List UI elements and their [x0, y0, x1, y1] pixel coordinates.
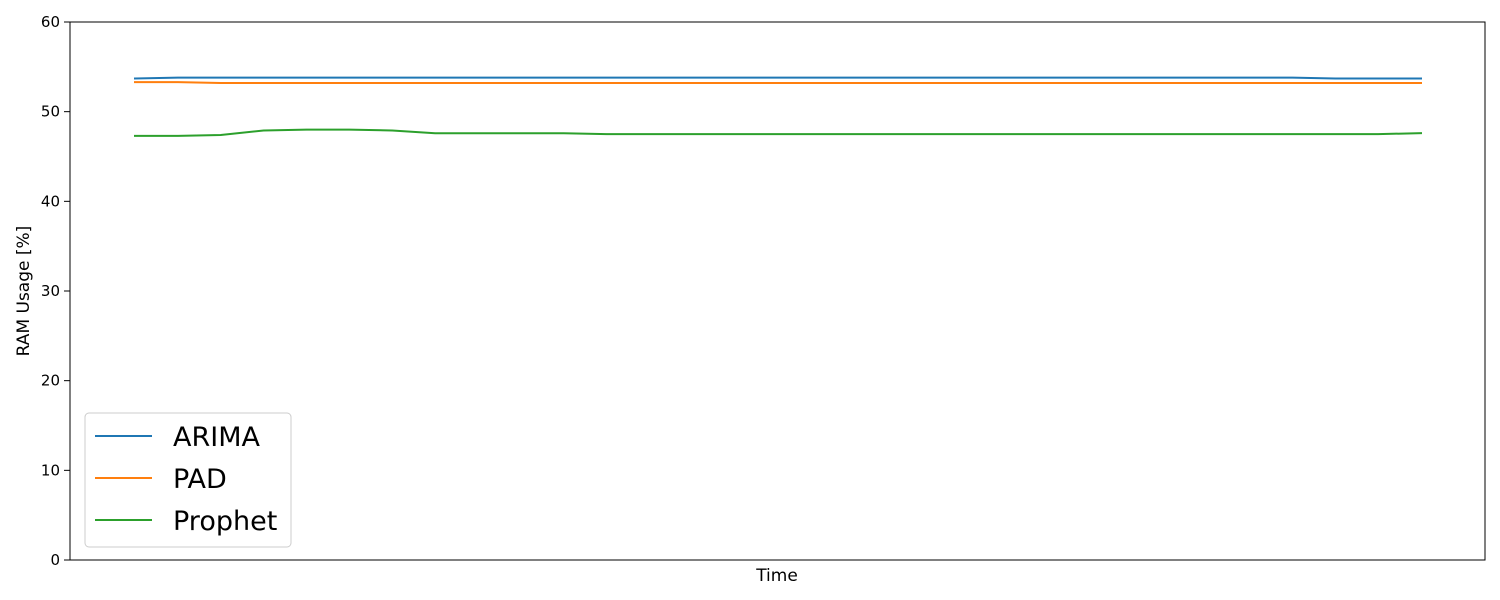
legend-label-pad: PAD	[173, 464, 227, 495]
y-tick-label: 50	[41, 103, 60, 121]
legend: ARIMA PAD Prophet	[84, 412, 292, 548]
y-tick-label: 60	[41, 13, 60, 31]
legend-label-arima: ARIMA	[173, 422, 260, 453]
series-line-arima	[133, 76, 1422, 80]
y-tick-label: 30	[41, 282, 60, 300]
y-tick-label: 10	[41, 461, 60, 479]
x-axis-label: Time	[755, 566, 798, 586]
legend-label-prophet: Prophet	[173, 506, 277, 537]
series-line-prophet	[134, 128, 1423, 137]
legend-box	[84, 412, 292, 548]
plot-area	[133, 76, 1423, 137]
y-tick-label: 40	[41, 192, 60, 210]
y-axis: 0 10 20 30 40 50 60	[41, 13, 70, 569]
series-line-pad	[134, 81, 1422, 84]
y-tick-label: 0	[50, 551, 60, 569]
y-axis-label: RAM Usage [%]	[14, 226, 34, 357]
y-tick-label: 20	[41, 372, 60, 390]
